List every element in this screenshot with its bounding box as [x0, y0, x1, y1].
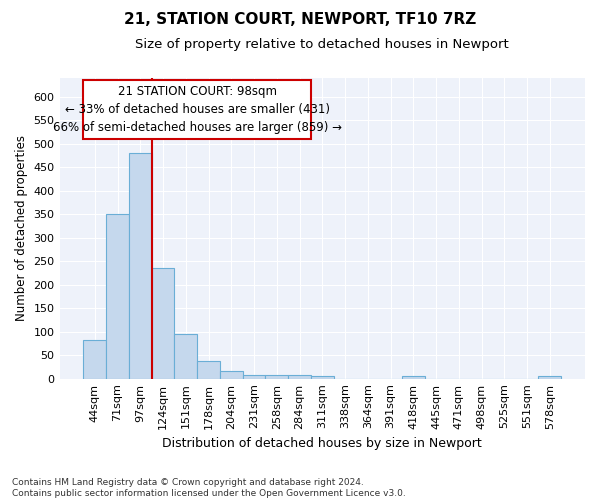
Bar — [265, 375, 288, 378]
Bar — [152, 268, 175, 378]
Y-axis label: Number of detached properties: Number of detached properties — [15, 136, 28, 322]
Bar — [106, 214, 129, 378]
Bar — [288, 375, 311, 378]
X-axis label: Distribution of detached houses by size in Newport: Distribution of detached houses by size … — [163, 437, 482, 450]
Text: Contains HM Land Registry data © Crown copyright and database right 2024.
Contai: Contains HM Land Registry data © Crown c… — [12, 478, 406, 498]
Bar — [175, 334, 197, 378]
Text: 21 STATION COURT: 98sqm
← 33% of detached houses are smaller (431)
66% of semi-d: 21 STATION COURT: 98sqm ← 33% of detache… — [53, 86, 341, 134]
Bar — [538, 376, 561, 378]
Text: 21, STATION COURT, NEWPORT, TF10 7RZ: 21, STATION COURT, NEWPORT, TF10 7RZ — [124, 12, 476, 28]
Bar — [197, 362, 220, 378]
Title: Size of property relative to detached houses in Newport: Size of property relative to detached ho… — [136, 38, 509, 51]
Bar — [83, 340, 106, 378]
Bar — [129, 153, 152, 378]
Bar — [311, 376, 334, 378]
Bar — [242, 375, 265, 378]
Bar — [402, 376, 425, 378]
Bar — [220, 371, 242, 378]
Bar — [83, 80, 311, 139]
